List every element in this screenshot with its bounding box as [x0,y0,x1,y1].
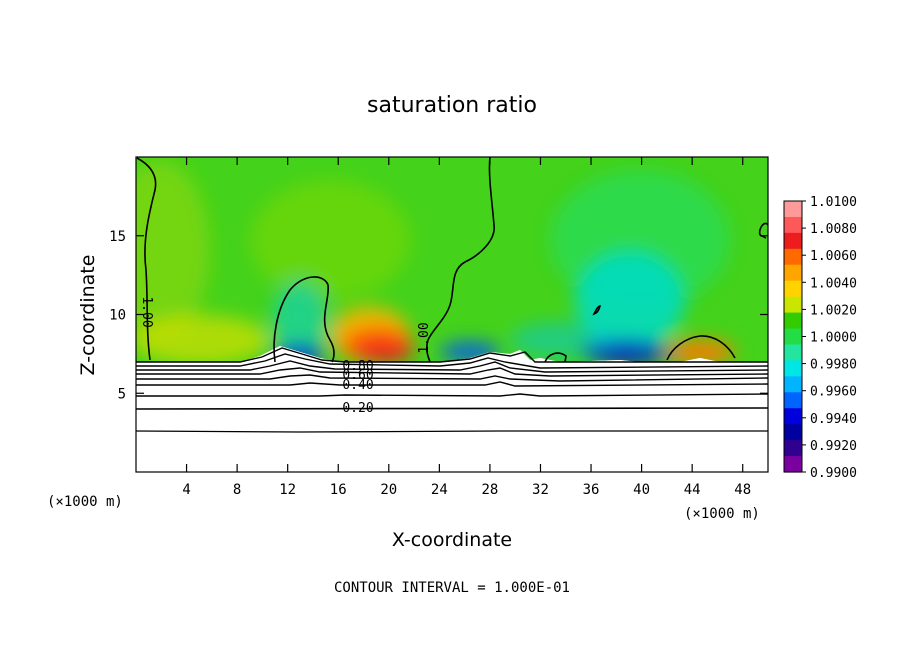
colorbar-label: 0.9900 [810,466,857,481]
contour-line [136,407,768,410]
x-tick-label: 8 [233,482,241,498]
colorbar-swatch [784,328,802,346]
field-blob-cyan [575,250,685,350]
contour-line [136,353,768,369]
y-axis: 5 10 15 [109,229,768,402]
colorbar-label: 1.0020 [810,303,857,318]
colorbar-swatch [784,456,802,473]
field-blob-left-cyan [272,280,328,360]
contour-label: 0.20 [342,401,373,416]
chart-title: saturation ratio [367,93,537,118]
field-blob-left [136,160,210,340]
x-tick-label: 36 [583,482,600,498]
field-blob-mid-upper [250,180,410,300]
x-tick-label: 20 [380,482,397,498]
field-blob-cyan-mid [510,322,610,358]
x-tick-label: 40 [633,482,650,498]
contour-line [136,347,768,363]
field-blob-orange-right [665,340,735,362]
colorbar [783,200,803,473]
contour-lines [136,347,768,433]
colorbar-label: 0.9940 [810,412,857,427]
x-tick-label: 4 [182,482,190,498]
x-tick-label: 28 [481,482,498,498]
x-axis-title: X-coordinate [392,529,512,551]
colorbar-swatch [784,360,802,377]
colorbar-swatch [784,408,802,425]
colorbar-swatch [784,216,802,234]
contour-label: 1.00 [417,322,432,353]
colorbar-swatch [784,264,802,282]
x-tick-label: 24 [431,482,448,498]
colorbar-swatch [784,232,802,250]
contour-line [136,381,768,387]
y-tick-label: 5 [118,386,126,402]
y-tick-label: 15 [109,229,126,245]
colorbar-label: 1.0080 [810,222,857,237]
colorbar-swatch [784,392,802,409]
x-tick-label: 16 [330,482,347,498]
x-tick-label: 48 [734,482,751,498]
colorbar-label: 1.0000 [810,331,857,346]
colorbar-swatch [784,280,802,298]
colorbar-swatch [784,296,802,314]
colorbar-swatch [784,312,802,330]
colorbar-labels: 1.0100 1.0080 1.0060 1.0040 1.0020 1.0000 0.99… [802,195,857,481]
colorbar-swatch [784,201,802,218]
x-tick-label: 32 [532,482,549,498]
contour-interval-note: CONTOUR INTERVAL = 1.000E-01 [334,580,570,596]
field-blob-red-core3 [357,342,413,362]
contour-label: 0.40 [342,378,373,393]
y-tick-label: 10 [109,308,126,324]
colorbar-swatch [784,424,802,441]
x-axis: 4 8 12 16 20 24 28 32 36 40 44 48 [182,157,751,498]
heatmap-field [136,157,768,362]
contour-line [544,352,567,363]
colorbar-label: 1.0040 [810,276,857,291]
contour-label: 1.00 [139,296,154,327]
y-axis-title: Z-coordinate [77,255,99,376]
z-unit-label: (×1000 m) [47,494,123,510]
colorbar-label: 1.0100 [810,195,857,210]
contour-line [425,157,495,363]
colorbar-swatch [784,376,802,393]
contour-line [136,360,768,373]
colorbar-label: 0.9960 [810,385,857,400]
contour-line [136,430,768,433]
contour-line [666,335,736,361]
colorbar-swatch [784,344,802,362]
colorbar-label: 0.9920 [810,439,857,454]
x-tick-label: 12 [279,482,296,498]
contour-label: 0.60 [342,368,373,383]
contour-line [273,276,335,363]
colorbar-label: 0.9980 [810,358,857,373]
contour-labels: 1.00 1.00 0.80 0.60 0.40 0.20 [139,296,432,416]
field-blob-yellow-left [136,315,270,362]
contour-line [136,157,157,361]
contour-line [592,305,602,316]
contour-line [136,367,768,377]
contour-line [136,374,768,382]
contour-label: 0.80 [342,359,373,374]
colorbar-swatch [784,440,802,457]
x-tick-label: 44 [684,482,701,498]
x-unit-label: (×1000 m) [684,506,760,522]
colorbar-label: 1.0060 [810,249,857,264]
colorbar-swatch [784,248,802,266]
contour-line [136,393,768,397]
